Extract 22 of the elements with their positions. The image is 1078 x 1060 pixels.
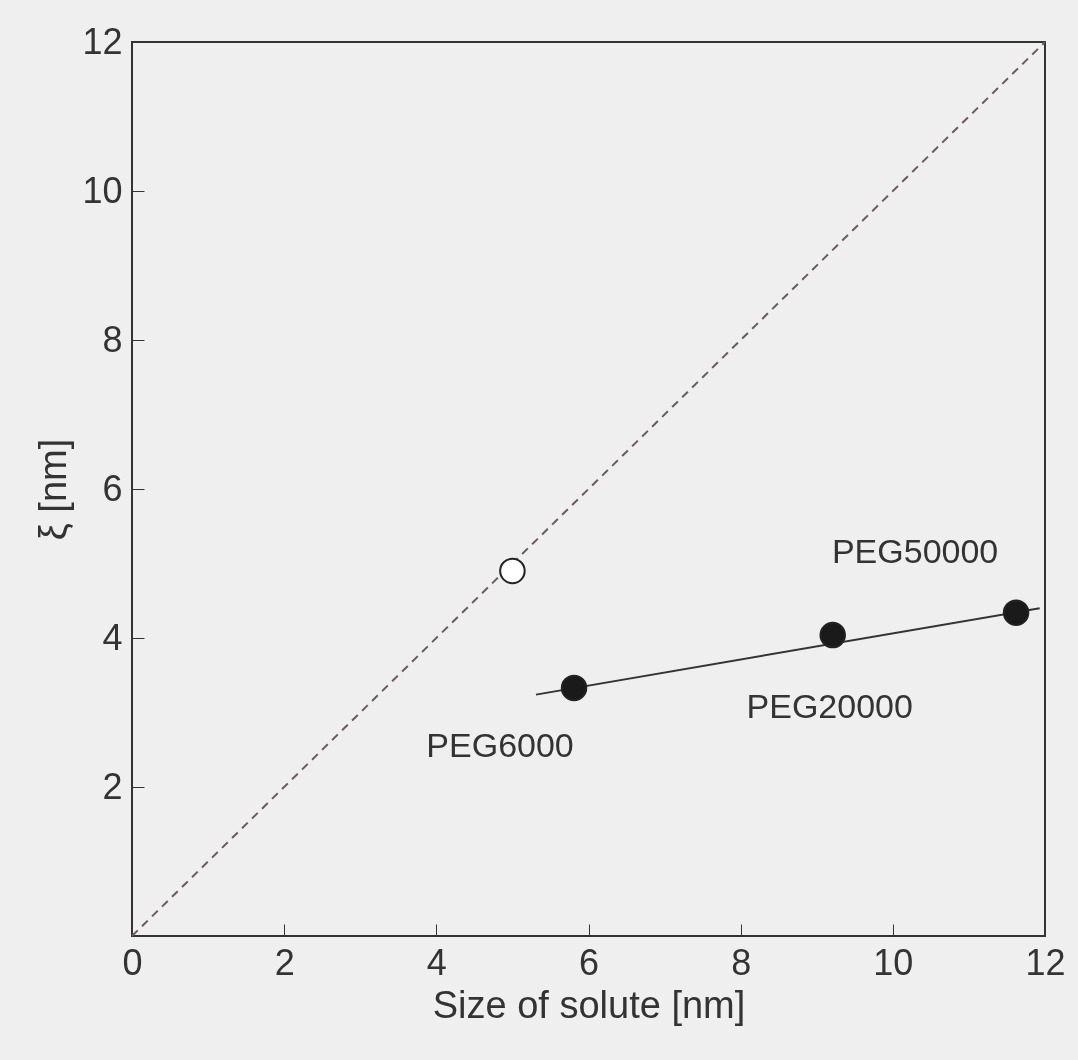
y-tick-label: 8 <box>102 318 123 360</box>
annotation: PEG20000 <box>746 687 913 726</box>
y-tick-label: 12 <box>82 20 123 62</box>
x-tick-label: 4 <box>426 941 447 983</box>
y-tick-label: 2 <box>102 765 123 807</box>
x-tick-label: 6 <box>578 941 600 983</box>
point <box>1002 599 1030 626</box>
x-tick-label: 2 <box>274 941 295 983</box>
x-axis-title: Size of solute [nm] <box>432 983 746 1026</box>
annotation: PEG50000 <box>831 531 999 570</box>
x-tick-label: 8 <box>731 941 752 983</box>
x-tick-label: 12 <box>1025 941 1066 983</box>
y-tick-label: 6 <box>102 467 123 509</box>
point <box>560 674 588 702</box>
x-tick-label: 10 <box>873 941 914 983</box>
y-tick-label: 10 <box>82 169 123 211</box>
x-tick-label: 0 <box>122 941 143 983</box>
annotation: PEG6000 <box>426 725 574 764</box>
y-tick-label: 4 <box>102 616 123 658</box>
y-axis-title: ξ [nm] <box>32 438 75 541</box>
point <box>499 557 526 585</box>
point <box>819 621 846 649</box>
